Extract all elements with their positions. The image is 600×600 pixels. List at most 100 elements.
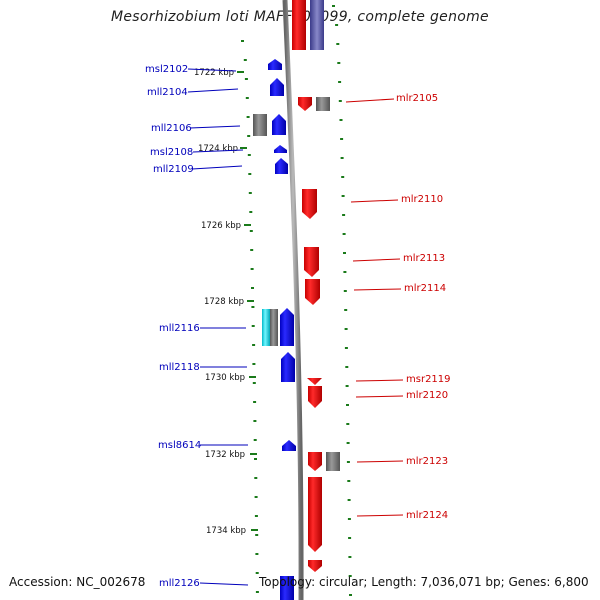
ruler-dot (346, 404, 349, 406)
ruler-dot (249, 211, 253, 213)
ruler-dot (347, 518, 351, 520)
accession-label: Accession: NC_002678 (9, 575, 146, 589)
ruler-dot (249, 230, 253, 232)
ruler-dot (251, 287, 254, 289)
gene-label: mll2106 (151, 123, 192, 134)
gene-mlr2123[interactable] (308, 452, 322, 471)
gene-mll2118[interactable] (281, 352, 295, 382)
gene-mlr2120[interactable] (308, 386, 322, 408)
gene-grey-right-2[interactable] (326, 452, 340, 471)
gene-msl8614[interactable] (282, 440, 296, 451)
reverse-strand-genes[interactable] (253, 59, 296, 600)
ruler-dot (255, 553, 259, 555)
tick-label: 1728 kbp (204, 297, 244, 307)
tick-label: 1724 kbp (198, 144, 238, 154)
gene-label: msl8614 (158, 440, 201, 451)
ruler-dot (252, 344, 256, 346)
gene-mlr2105[interactable] (298, 97, 312, 111)
gene-label: msl2108 (150, 147, 193, 158)
gene-label: mlr2123 (406, 456, 448, 467)
ruler-dot (251, 325, 255, 327)
gene-grey-left-2[interactable] (270, 309, 278, 346)
ruler-dot (336, 43, 340, 45)
genome-backbone (282, 0, 304, 600)
ruler-dot (347, 480, 351, 482)
ruler-dot (243, 59, 247, 61)
ruler-dot (339, 119, 343, 121)
gene-cyan-left[interactable] (262, 309, 270, 346)
ruler-dots (241, 5, 352, 596)
gene-mll2109[interactable] (275, 158, 288, 174)
ruler-dot (341, 195, 345, 197)
gene-msr2119[interactable] (307, 378, 322, 385)
ruler-dot (254, 515, 258, 517)
ruler-dot (253, 439, 257, 441)
tick-label: 1722 kbp (194, 68, 234, 78)
ruler-dot (247, 135, 251, 137)
gene-mlr2124[interactable] (308, 477, 322, 552)
ruler-dot (346, 423, 350, 425)
ruler-dot (348, 537, 352, 539)
ruler-dot (348, 556, 352, 558)
ruler-dot (253, 420, 257, 422)
gene-grey-right-1[interactable] (316, 97, 330, 111)
tick-label: 1732 kbp (205, 450, 245, 460)
gene-mll2104[interactable] (270, 78, 284, 96)
topology-label: Topology: circular; Length: 7,036,071 bp… (259, 575, 589, 589)
gene-mll2126[interactable] (280, 576, 294, 600)
ruler-dot (337, 62, 341, 64)
ruler-dot (338, 100, 342, 102)
ruler-dot (340, 157, 344, 159)
ruler-dot (254, 458, 257, 460)
ruler-dot (341, 176, 345, 178)
gene-mlr2110[interactable] (302, 189, 317, 219)
gene-mlr2113[interactable] (304, 247, 319, 277)
ruler-dot (347, 499, 351, 501)
gene-label: mll2116 (159, 323, 200, 334)
ruler-dot (335, 24, 339, 26)
ruler-dot (245, 97, 249, 99)
gene-label: mll2126 (159, 578, 200, 589)
ruler-dot (247, 154, 251, 156)
ruler-dot (344, 309, 348, 311)
left-gene-labels[interactable]: msl2102 mll2104 mll2106 msl2108 mll2109 … (145, 64, 249, 589)
tick-label: 1726 kbp (201, 221, 241, 231)
ruler-dot (253, 401, 257, 403)
gene-msl2108[interactable] (274, 145, 287, 153)
ruler-dot (349, 594, 352, 596)
ruler-dot (254, 496, 258, 498)
gene-grey-left-1[interactable] (253, 114, 267, 136)
ruler-dot (338, 81, 342, 83)
ruler-dot (248, 192, 252, 194)
ruler-dot (250, 249, 254, 251)
ruler-dot (248, 173, 252, 175)
gene-msl2102[interactable] (268, 59, 282, 70)
ruler-dot (344, 347, 348, 349)
gene-label: mlr2120 (406, 390, 448, 401)
ruler-dot (251, 306, 255, 308)
ruler-dot (345, 366, 349, 368)
ruler-dot (332, 5, 335, 7)
gene-mlr2114[interactable] (305, 279, 320, 305)
ruler-dot (250, 268, 254, 270)
gene-mll2106[interactable] (272, 114, 286, 135)
ruler-dot (342, 214, 346, 216)
gene-label: mlr2105 (396, 93, 438, 104)
gene-label: mll2118 (159, 362, 200, 373)
right-gene-labels[interactable]: mlr2105 mlr2110 mlr2113 mlr2114 msr2119 … (345, 93, 451, 521)
top-partial-genes[interactable] (292, 0, 324, 50)
gene-partial-bottom[interactable] (308, 560, 322, 572)
ruler-dot (343, 271, 347, 273)
gene-label: mlr2110 (401, 194, 443, 205)
gene-mll2116[interactable] (280, 308, 294, 346)
ruler-dot (346, 442, 350, 444)
ruler-dot (346, 461, 350, 463)
ruler-dot (254, 477, 258, 479)
forward-strand-genes[interactable] (298, 97, 340, 572)
ruler-dot (255, 591, 259, 593)
ruler-dot (252, 363, 256, 365)
ruler-dot (343, 290, 347, 292)
ruler-dot (255, 534, 259, 536)
ruler-dot (345, 385, 349, 387)
